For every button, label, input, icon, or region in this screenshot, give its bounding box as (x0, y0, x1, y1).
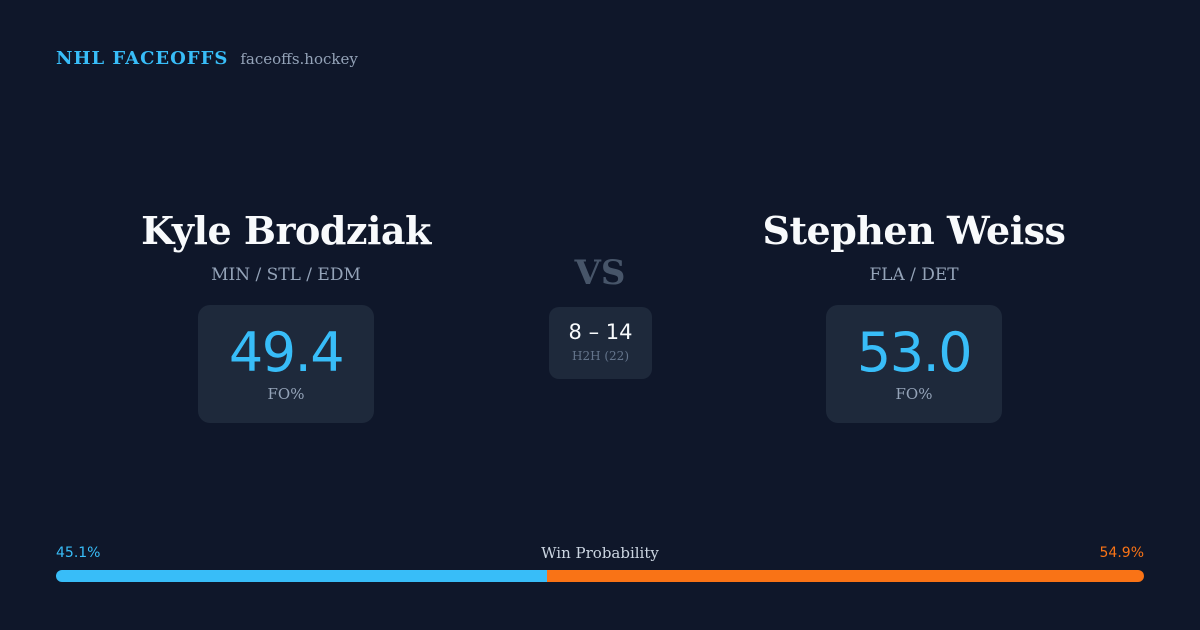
win-prob-fill-right (546, 570, 1144, 582)
h2h-label: H2H (22) (571, 349, 629, 363)
fo-pct-label-left: FO% (267, 385, 305, 403)
fo-pct-label-right: FO% (895, 385, 933, 403)
player-name-right: Stephen Weiss (762, 208, 1066, 253)
win-prob-right-label: 54.9% (1099, 545, 1144, 561)
player-right: Stephen Weiss FLA / DET 53.0 FO% (694, 205, 1134, 423)
versus-label: VS (574, 253, 626, 293)
player-teams-left: MIN / STL / EDM (211, 265, 361, 285)
player-teams-right: FLA / DET (869, 265, 959, 285)
win-prob-fill-left (56, 570, 547, 582)
h2h-card: 8 – 14 H2H (22) (549, 307, 652, 379)
h2h-score: 8 – 14 (568, 320, 633, 344)
fo-pct-card-left: 49.4 FO% (198, 305, 374, 423)
player-name-left: Kyle Brodziak (141, 208, 431, 253)
fo-pct-value-left: 49.4 (228, 321, 345, 384)
win-prob-title: Win Probability (541, 544, 659, 562)
fo-pct-card-right: 53.0 FO% (826, 305, 1002, 423)
win-prob-bar (56, 570, 1144, 582)
brand-domain: faceoffs.hockey (240, 50, 358, 68)
fo-pct-value-right: 53.0 (856, 321, 973, 384)
player-left: Kyle Brodziak MIN / STL / EDM 49.4 FO% (66, 205, 506, 423)
brand-name: NHL FACEOFFS (56, 48, 229, 69)
brand-header: NHL FACEOFFS faceoffs.hockey (56, 48, 358, 69)
win-prob-left-label: 45.1% (56, 545, 101, 561)
